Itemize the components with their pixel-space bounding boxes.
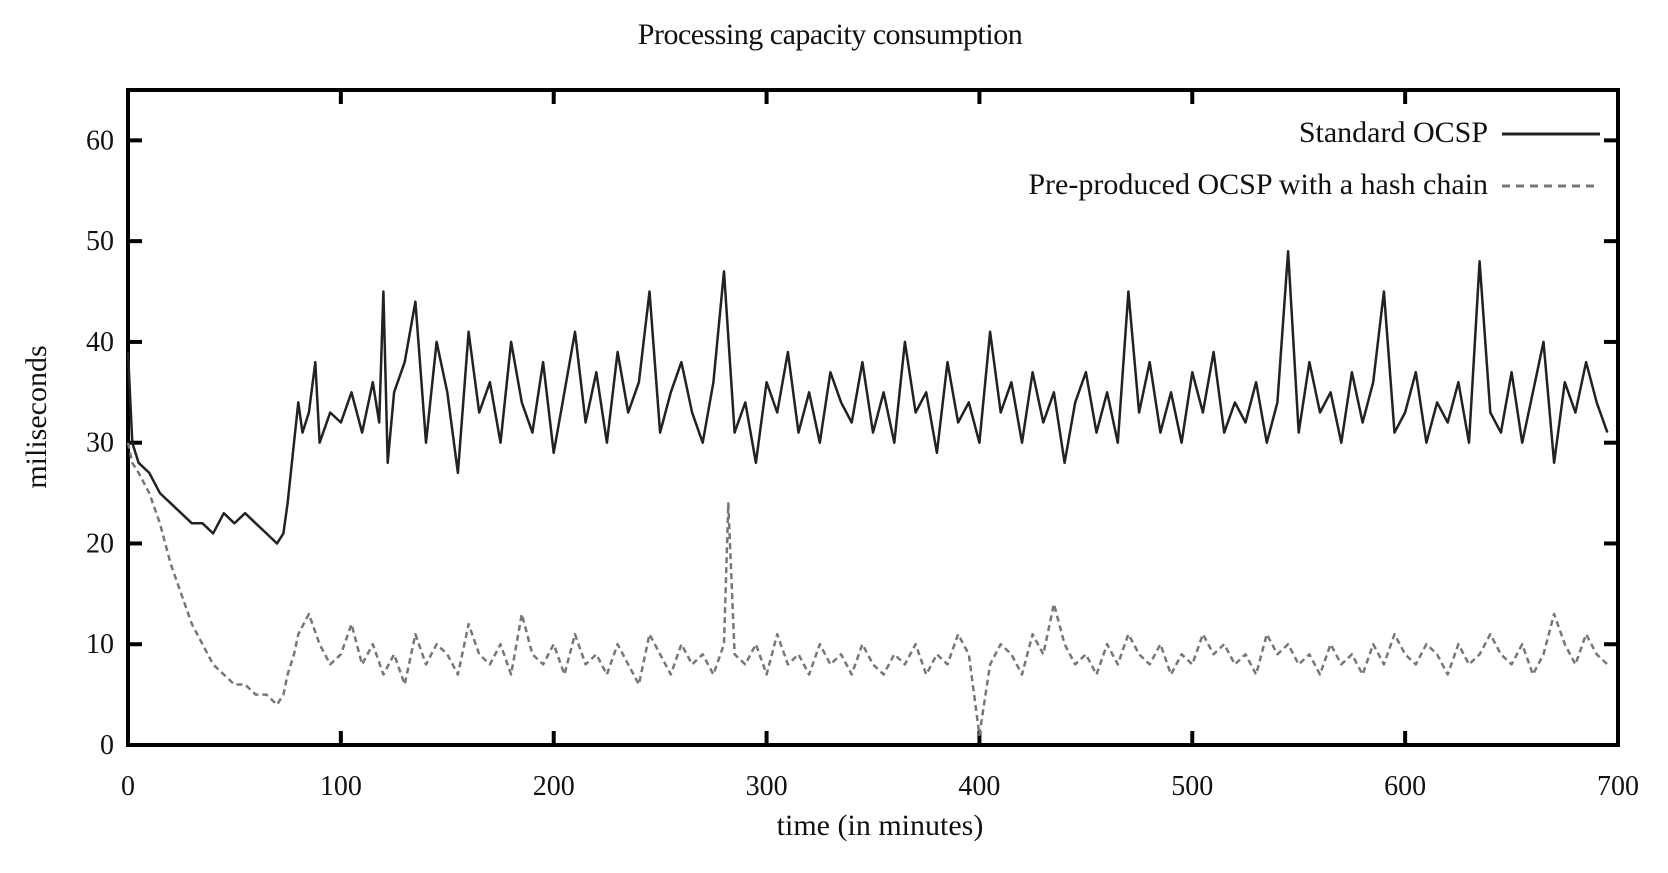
chart-title: Processing capacity consumption [638, 18, 1023, 51]
y-axis-ticks: 0 10 20 30 40 50 60 [86, 125, 1618, 761]
x-tick-label: 300 [746, 771, 788, 802]
x-axis-label: time (in minutes) [777, 809, 984, 842]
x-tick-label: 400 [958, 771, 1000, 802]
y-axis-label: miliseconds [20, 345, 53, 488]
legend-label-standard-ocsp: Standard OCSP [1299, 116, 1488, 149]
x-tick-label: 500 [1171, 771, 1213, 802]
y-tick-label: 40 [86, 327, 114, 358]
y-tick-label: 0 [100, 730, 114, 761]
x-tick-label: 600 [1384, 771, 1426, 802]
x-tick-label: 200 [533, 771, 575, 802]
legend-label-pre-produced-ocsp: Pre-produced OCSP with a hash chain [1028, 168, 1488, 201]
x-tick-label: 100 [320, 771, 362, 802]
y-tick-label: 30 [86, 428, 114, 459]
y-tick-label: 20 [86, 528, 114, 559]
y-tick-label: 60 [86, 125, 114, 156]
x-tick-label: 700 [1597, 771, 1639, 802]
legend: Standard OCSP Pre-produced OCSP with a h… [1028, 116, 1600, 201]
x-tick-label: 0 [121, 771, 135, 802]
series-line-pre-produced-ocsp [126, 442, 1609, 737]
y-tick-label: 10 [86, 629, 114, 660]
y-tick-label: 50 [86, 226, 114, 257]
series-line-standard-ocsp [126, 249, 1609, 545]
x-axis-ticks: 0 100 200 300 400 500 600 700 [121, 90, 1639, 802]
plot-frame [126, 88, 1620, 747]
series-layer [126, 249, 1609, 737]
